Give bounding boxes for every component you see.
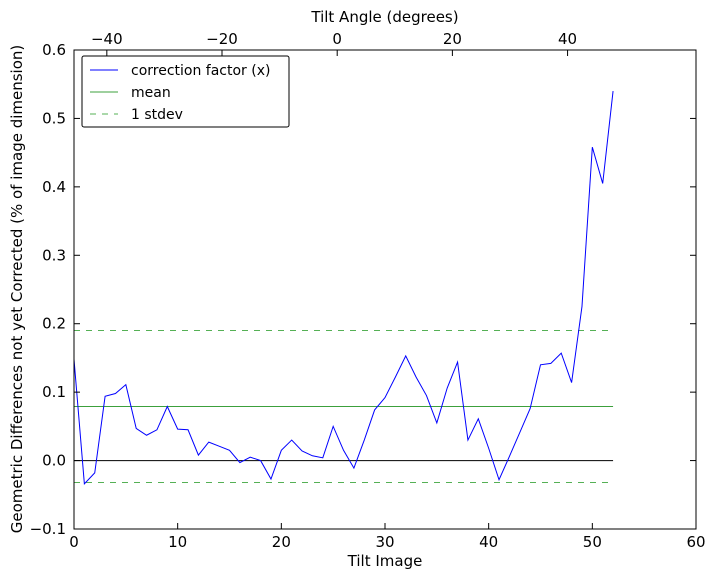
legend-label-correction-factor: correction factor (x): [131, 63, 270, 79]
x-tick-label: 50: [583, 533, 602, 551]
y-axis-label: Geometric Differences not yet Corrected …: [8, 45, 26, 534]
y-tick-label: −0.1: [30, 520, 66, 538]
top-x-tick-label: −20: [206, 30, 238, 48]
top-x-tick-label: 20: [443, 30, 462, 48]
legend-label-stdev: 1 stdev: [131, 107, 183, 123]
series-layer: [73, 91, 614, 485]
y-tick-label: 0.4: [42, 178, 66, 196]
y-tick-label: 0.1: [42, 383, 66, 401]
x-tick-label: 10: [168, 533, 187, 551]
x-tick-label: 0: [69, 533, 79, 551]
x-axis-label: Tilt Image: [347, 552, 423, 570]
legend-label-mean: mean: [131, 85, 171, 101]
legend-box: [81, 55, 290, 128]
y-tick-label: 0.5: [42, 109, 66, 127]
legend: correction factor (x) mean 1 stdev: [81, 55, 290, 128]
x-tick-label: 60: [686, 533, 705, 551]
y-tick-label: 0.3: [42, 246, 66, 264]
series-line-correction-factor-x: [73, 91, 614, 485]
ticks-layer: 0 10 20 30 40 50 60 −0.1 0.0 0.1 0.2 0.3 0.4 0.5 0.6 −4…: [30, 30, 706, 551]
x-tick-label: 20: [272, 533, 291, 551]
y-tick-label: 0.6: [42, 41, 66, 59]
x-tick-label: 40: [479, 533, 498, 551]
y-tick-label: 0.0: [42, 452, 66, 470]
top-x-tick-label: 40: [558, 30, 577, 48]
y-tick-label: 0.2: [42, 315, 66, 333]
top-x-axis-label: Tilt Angle (degrees): [310, 8, 458, 26]
top-x-tick-label: 0: [332, 30, 342, 48]
top-x-tick-label: −40: [91, 30, 123, 48]
x-tick-label: 30: [375, 533, 394, 551]
